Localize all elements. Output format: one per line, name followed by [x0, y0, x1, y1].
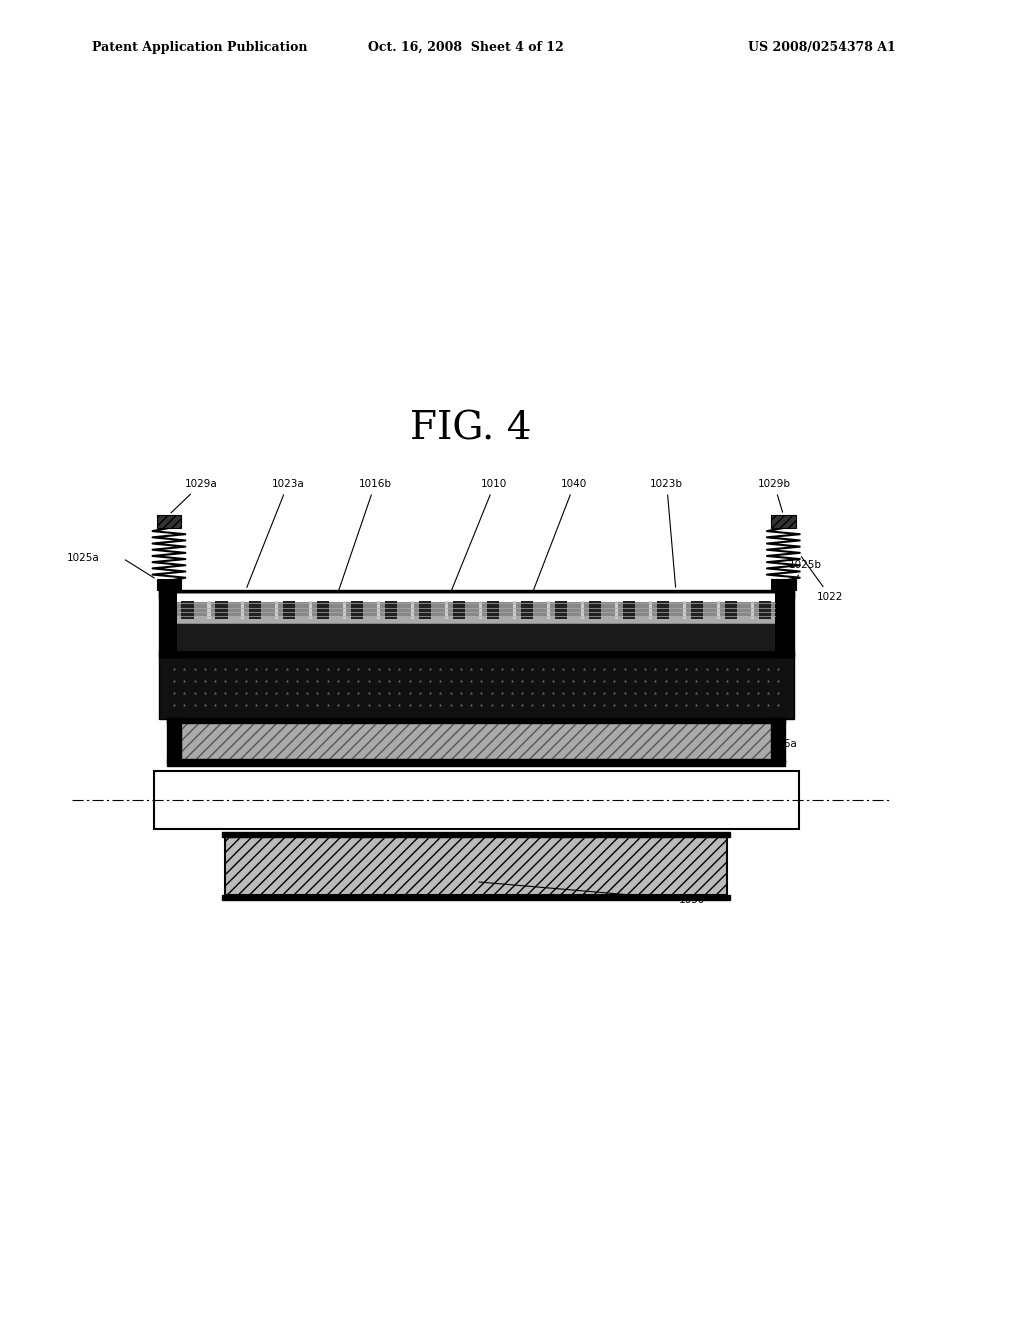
- Text: 1040: 1040: [534, 479, 588, 590]
- Text: FIG. 4: FIG. 4: [411, 411, 531, 447]
- Bar: [177, 624, 775, 651]
- Bar: [771, 718, 785, 763]
- Bar: [589, 601, 601, 619]
- Bar: [623, 601, 635, 619]
- Bar: [351, 601, 364, 619]
- Bar: [181, 723, 771, 759]
- Bar: [284, 601, 296, 619]
- Bar: [513, 601, 516, 619]
- Bar: [275, 601, 279, 619]
- Bar: [157, 515, 181, 528]
- Bar: [177, 594, 775, 602]
- Text: 1029b: 1029b: [758, 479, 791, 512]
- Bar: [725, 601, 737, 619]
- Bar: [159, 651, 794, 657]
- Bar: [343, 601, 346, 619]
- Bar: [555, 601, 567, 619]
- Bar: [157, 579, 181, 590]
- Text: 1023b: 1023b: [650, 479, 683, 587]
- Bar: [377, 601, 380, 619]
- Text: Oct. 16, 2008  Sheet 4 of 12: Oct. 16, 2008 Sheet 4 of 12: [368, 41, 564, 54]
- Bar: [317, 601, 330, 619]
- Bar: [412, 601, 415, 619]
- Bar: [453, 601, 465, 619]
- Text: 1025b: 1025b: [788, 560, 821, 577]
- Bar: [547, 601, 550, 619]
- Bar: [717, 601, 720, 619]
- Text: 1022: 1022: [802, 557, 844, 602]
- Bar: [249, 601, 261, 619]
- Text: Patent Application Publication: Patent Application Publication: [92, 41, 307, 54]
- Bar: [445, 601, 449, 619]
- Bar: [656, 601, 669, 619]
- Bar: [751, 601, 754, 619]
- Bar: [167, 718, 181, 763]
- Bar: [309, 601, 312, 619]
- Bar: [222, 832, 730, 837]
- Bar: [177, 616, 775, 623]
- Bar: [521, 601, 534, 619]
- Text: 1025a: 1025a: [67, 553, 99, 564]
- Text: 1016b: 1016b: [339, 479, 391, 590]
- Bar: [159, 657, 794, 719]
- Bar: [771, 579, 796, 590]
- Bar: [582, 601, 585, 619]
- Bar: [159, 590, 177, 657]
- Bar: [775, 590, 794, 657]
- Text: 1010: 1010: [452, 479, 508, 590]
- Bar: [167, 718, 785, 723]
- Bar: [167, 759, 785, 766]
- Bar: [242, 601, 245, 619]
- Bar: [479, 601, 482, 619]
- Bar: [649, 601, 652, 619]
- Bar: [691, 601, 703, 619]
- Bar: [683, 601, 686, 619]
- Bar: [159, 590, 794, 598]
- Bar: [487, 601, 500, 619]
- Bar: [222, 895, 730, 900]
- Bar: [419, 601, 431, 619]
- Bar: [225, 837, 727, 895]
- Text: US 2008/0254378 A1: US 2008/0254378 A1: [749, 41, 896, 54]
- Text: 1023a: 1023a: [247, 479, 304, 587]
- Text: 1029a: 1029a: [171, 479, 217, 513]
- Bar: [215, 601, 227, 619]
- Bar: [771, 515, 796, 528]
- Text: 1030: 1030: [479, 882, 706, 906]
- Bar: [208, 601, 211, 619]
- Bar: [759, 601, 771, 619]
- Bar: [181, 601, 194, 619]
- Bar: [615, 601, 618, 619]
- Text: 1016a: 1016a: [765, 739, 798, 750]
- Bar: [154, 771, 799, 829]
- Bar: [177, 593, 775, 624]
- Bar: [385, 601, 397, 619]
